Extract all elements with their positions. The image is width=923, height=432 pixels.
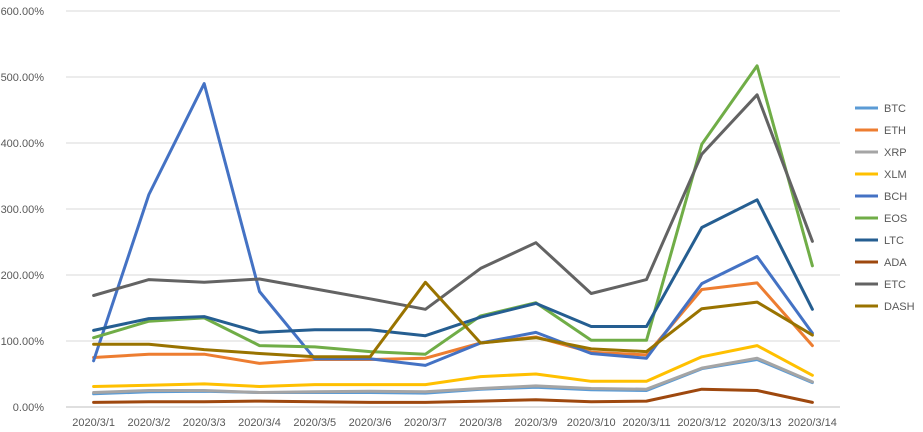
x-tick-label: 2020/3/14 <box>788 417 837 429</box>
legend-item-ltc: LTC <box>855 235 904 247</box>
legend-item-eos: EOS <box>855 213 907 225</box>
series-lines <box>92 64 814 404</box>
series-line-dash <box>92 280 814 359</box>
legend-label: LTC <box>884 235 904 247</box>
legend-label: XLM <box>884 169 907 181</box>
x-tick-label: 2020/3/9 <box>515 417 558 429</box>
series-line-ada <box>92 387 814 404</box>
legend-label: ADA <box>884 257 907 269</box>
x-tick-label: 2020/3/7 <box>404 417 447 429</box>
legend-label: DASH <box>884 301 915 313</box>
legend-item-dash: DASH <box>855 301 915 313</box>
legend-label: ETC <box>884 279 906 291</box>
y-axis-ticks: 0.00% 100.00% 200.00% 300.00% 400.00% 500.00%… <box>1 6 45 414</box>
x-tick-label: 2020/3/3 <box>183 417 226 429</box>
x-tick-label: 2020/3/13 <box>733 417 782 429</box>
y-tick-label: 600.00% <box>1 6 45 18</box>
legend-item-btc: BTC <box>855 103 906 115</box>
x-tick-label: 2020/3/4 <box>238 417 281 429</box>
y-tick-label: 400.00% <box>1 138 45 150</box>
legend-item-xrp: XRP <box>855 147 907 159</box>
legend-item-ada: ADA <box>855 257 907 269</box>
legend-label: BTC <box>884 103 906 115</box>
x-tick-label: 2020/3/12 <box>677 417 726 429</box>
legend-label: EOS <box>884 213 907 225</box>
legend-item-eth: ETH <box>855 125 906 137</box>
gridlines <box>66 10 840 408</box>
series-line-xrp <box>92 356 814 394</box>
legend-item-etc: ETC <box>855 279 906 291</box>
x-axis-ticks: 2020/3/1 2020/3/2 2020/3/3 2020/3/4 2020/3/5… <box>66 406 840 429</box>
legend: BTC ETH XRP XLM BCH EOS LTC ADA ETC DASH <box>855 103 915 313</box>
y-tick-label: 300.00% <box>1 204 45 216</box>
x-tick-label: 2020/3/6 <box>349 417 392 429</box>
x-tick-label: 2020/3/2 <box>128 417 171 429</box>
y-tick-label: 100.00% <box>1 336 45 348</box>
series-line-ltc <box>92 198 814 338</box>
series-line-xlm <box>92 344 814 388</box>
series-line-bch <box>92 82 814 367</box>
x-tick-label: 2020/3/11 <box>622 417 670 429</box>
x-tick-label: 2020/3/1 <box>72 417 115 429</box>
legend-label: XRP <box>884 147 907 159</box>
x-tick-label: 2020/3/10 <box>567 417 616 429</box>
y-tick-label: 500.00% <box>1 72 45 84</box>
y-tick-label: 200.00% <box>1 270 45 282</box>
legend-label: BCH <box>884 191 907 203</box>
y-tick-label: 0.00% <box>13 402 44 414</box>
legend-label: ETH <box>884 125 906 137</box>
x-tick-label: 2020/3/8 <box>459 417 502 429</box>
series-line-eth <box>92 281 814 365</box>
legend-item-bch: BCH <box>855 191 907 203</box>
legend-item-xlm: XLM <box>855 169 907 181</box>
series-line-etc <box>92 93 814 311</box>
x-tick-label: 2020/3/5 <box>293 417 336 429</box>
